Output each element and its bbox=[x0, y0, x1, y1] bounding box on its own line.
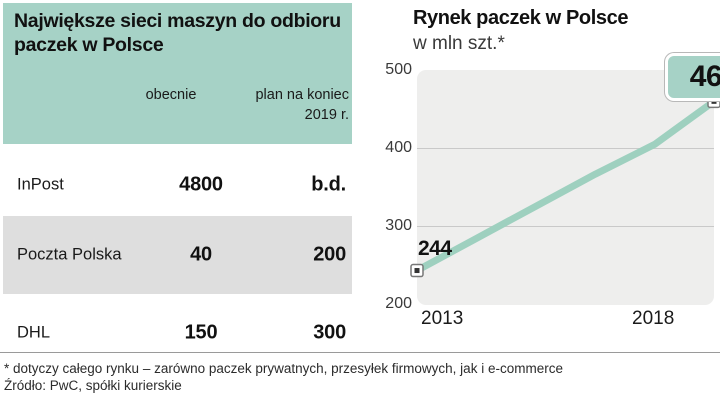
data-label-244: 244 bbox=[418, 237, 452, 260]
table-cell-company-name: InPost bbox=[17, 175, 64, 194]
table-title: Największe sieci maszyn do odbioru pacze… bbox=[14, 10, 341, 56]
x-axis-tick-2018: 2018 bbox=[632, 308, 675, 329]
footnote-text: * dotyczy całego rynku – zarówno paczek … bbox=[4, 361, 563, 376]
data-point-marker-core bbox=[414, 268, 420, 274]
source-text: Źródło: PwC, spółki kurierskie bbox=[4, 378, 182, 393]
table-cell-now-value: 4800 bbox=[179, 173, 223, 196]
chart-title: Rynek paczek w Polsce bbox=[413, 7, 629, 29]
y-axis-tick-400: 400 bbox=[385, 139, 412, 156]
table-cell-plan-value: 300 bbox=[313, 321, 346, 344]
gridline-300 bbox=[417, 226, 714, 227]
column-header-now: obecnie bbox=[145, 87, 197, 103]
data-point-marker-core bbox=[711, 98, 717, 104]
gridline-400 bbox=[417, 148, 714, 149]
data-callout-460-label: 460 bbox=[689, 60, 720, 93]
table-cell-now-value: 40 bbox=[190, 243, 212, 266]
chart-line-svg bbox=[410, 85, 720, 278]
table-header-block: Największe sieci maszyn do odbioru pacze… bbox=[3, 3, 352, 144]
parcel-machines-table-panel: Największe sieci maszyn do odbioru pacze… bbox=[0, 0, 358, 350]
parcel-market-chart-panel: Rynek paczek w Polsce w mln szt.* 500 40… bbox=[360, 0, 720, 350]
y-axis-tick-200: 200 bbox=[385, 295, 412, 312]
table-row: Poczta Polska 40 200 bbox=[3, 216, 352, 294]
table-cell-company-name: DHL bbox=[17, 323, 51, 342]
data-series-line bbox=[413, 97, 718, 274]
table-row: InPost 4800 b.d. bbox=[3, 146, 352, 224]
table-cell-company-name: Poczta Polska bbox=[17, 245, 122, 264]
table-cell-plan-value: b.d. bbox=[311, 173, 346, 196]
column-header-plan: plan na koniec 2019 r. bbox=[255, 87, 349, 123]
x-axis-tick-2013: 2013 bbox=[421, 308, 464, 329]
y-axis-tick-300: 300 bbox=[385, 217, 412, 234]
table-row: DHL 150 300 bbox=[3, 294, 352, 372]
y-axis-tick-500: 500 bbox=[385, 61, 412, 78]
table-cell-plan-value: 200 bbox=[313, 243, 346, 266]
footer-divider bbox=[0, 352, 720, 353]
chart-subtitle: w mln szt.* bbox=[413, 33, 505, 54]
table-cell-now-value: 150 bbox=[184, 321, 218, 344]
data-callout-460: 460 bbox=[665, 53, 720, 101]
